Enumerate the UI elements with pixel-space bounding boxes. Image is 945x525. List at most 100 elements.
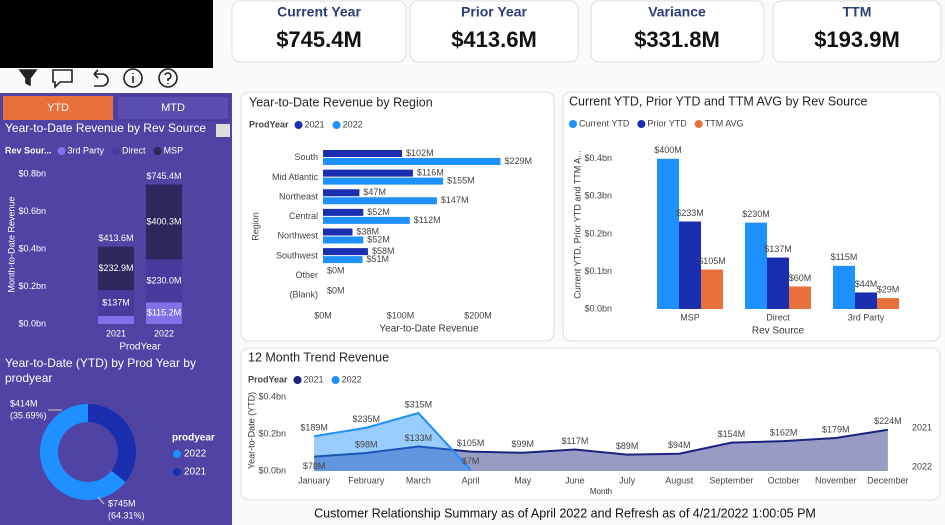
data-label: $47M: [363, 187, 386, 197]
data-label: $233M: [676, 208, 704, 218]
black-block: [0, 0, 213, 68]
bar: [323, 169, 413, 177]
data-label: $162M: [770, 428, 798, 438]
data-label: $400M: [654, 145, 682, 155]
data-label: $0M: [327, 266, 345, 276]
y-tick-label: $0.1bn: [584, 266, 612, 276]
data-label: $98M: [355, 439, 378, 449]
y-axis-title: Year-to-Date (YTD): [246, 392, 256, 469]
x-tick-label: 2022: [154, 328, 174, 338]
data-label: $235M: [352, 414, 380, 424]
data-label: $117M: [561, 436, 588, 446]
export-icon[interactable]: [216, 124, 230, 137]
legend-label: Prior YTD: [647, 118, 687, 128]
legend-marker: [112, 147, 121, 155]
legend-label: 3rd Party: [68, 145, 105, 155]
x-tick-label: January: [298, 475, 331, 485]
undo-icon[interactable]: [93, 69, 109, 87]
y-tick-label: $0.0bn: [18, 318, 46, 328]
bar: [323, 177, 444, 185]
x-tick-label: Direct: [766, 312, 790, 322]
data-label: $105M: [698, 256, 726, 266]
bar: [323, 150, 403, 157]
legend-label: Direct: [122, 145, 146, 155]
x-tick-label: $100M: [387, 310, 415, 320]
y-tick-label: (Blank): [289, 290, 318, 300]
tab-label[interactable]: YTD: [47, 102, 69, 114]
data-label: $179M: [822, 424, 850, 434]
info-icon[interactable]: [123, 68, 143, 88]
tab-ytd[interactable]: [3, 96, 113, 120]
y-tick-label: Southwest: [276, 250, 319, 260]
y-axis-title: Region: [250, 212, 260, 241]
tab-mtd[interactable]: [116, 95, 230, 121]
toolbar: [18, 68, 178, 89]
data-label: $102M: [406, 148, 434, 158]
chart-title: Current YTD, Prior YTD and TTM AVG by Re…: [569, 94, 868, 108]
bar: [323, 248, 368, 256]
data-label: $133M: [405, 433, 433, 443]
data-label: $400.3M: [146, 216, 181, 226]
kpi-value: $193.9M: [814, 27, 900, 52]
data-label: $7M: [462, 456, 480, 466]
area-fill: [314, 429, 888, 471]
data-label: $99M: [511, 439, 534, 449]
x-tick-label: May: [514, 475, 532, 485]
bar: [745, 222, 767, 309]
data-label: $44M: [855, 279, 878, 289]
y-axis-title: Month-to-Date Revenue: [6, 196, 16, 292]
data-label: $137M: [764, 244, 792, 254]
data-label: $0M: [327, 285, 345, 295]
donut-slice: [40, 404, 126, 500]
total-label: $745.4M: [146, 171, 181, 181]
y-tick-label: $0.4bn: [258, 392, 286, 402]
filter-icon[interactable]: [18, 69, 38, 87]
data-label: $414M: [10, 398, 38, 408]
bar: [323, 228, 353, 236]
bar: [323, 158, 501, 165]
y-tick-label: Northwest: [277, 231, 318, 241]
y-tick-label: Mid Atlantic: [272, 172, 319, 182]
data-label: $105M: [457, 438, 485, 448]
y-tick-label: $0.2bn: [584, 228, 612, 238]
line: [314, 428, 889, 458]
line: [313, 411, 472, 471]
bar: [679, 221, 701, 309]
kpi-title: TTM: [843, 4, 872, 20]
legend-marker: [694, 120, 703, 128]
data-label: $29M: [877, 284, 900, 294]
data-label: (35.69%): [10, 410, 47, 420]
bar: [701, 269, 723, 309]
bar: [323, 256, 363, 264]
x-tick-label: July: [619, 475, 636, 485]
y-tick-label: $0.0bn: [584, 303, 612, 313]
panel: [240, 347, 941, 501]
legend-marker: [637, 120, 646, 128]
legend-label: MSP: [164, 145, 184, 155]
chart-title: Year-to-Date Revenue by Region: [249, 95, 433, 109]
kpi-value: $745.4M: [276, 27, 362, 52]
kpi-value: $331.8M: [634, 27, 720, 52]
x-tick-label: November: [815, 475, 857, 485]
bar: [657, 158, 679, 309]
data-label: $137M: [102, 297, 130, 307]
y-axis-title: Current YTD, Prior YTD and TTM A...: [572, 150, 582, 299]
x-axis-title: Rev Source: [752, 326, 805, 337]
y-tick-label: $0.4bn: [584, 153, 612, 163]
data-label: $52M: [367, 234, 390, 244]
total-label: $413.6M: [98, 233, 133, 243]
data-label: $154M: [718, 429, 746, 439]
help-icon[interactable]: [158, 68, 178, 88]
tab-label[interactable]: MTD: [161, 102, 185, 114]
data-label: $315M: [405, 399, 433, 409]
data-label: $38M: [356, 226, 379, 236]
y-tick-label: $0.6bn: [18, 206, 46, 216]
legend-label: 2021: [305, 119, 325, 129]
comment-icon[interactable]: [52, 69, 73, 89]
bar: [833, 265, 855, 309]
data-label: $51M: [367, 254, 390, 264]
y-tick-label: $0.2bn: [258, 429, 286, 439]
help-glyph: [164, 72, 172, 84]
x-tick-label: March: [406, 475, 431, 485]
donut-title: Year-to-Date (YTD) by Prod Year by prody…: [5, 356, 196, 385]
